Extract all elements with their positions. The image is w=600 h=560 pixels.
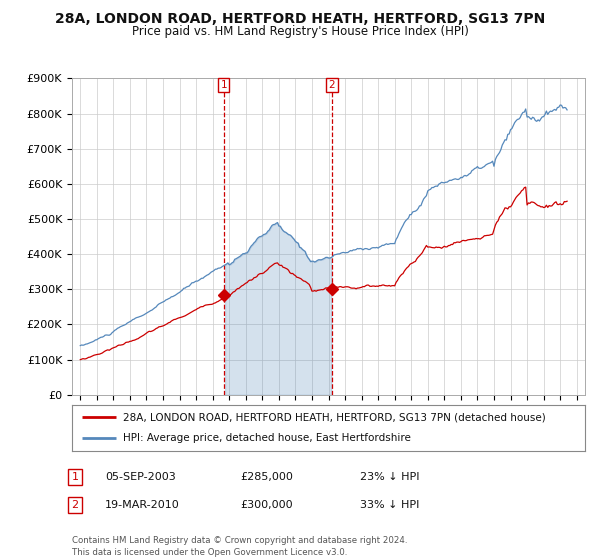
Text: 33% ↓ HPI: 33% ↓ HPI: [360, 500, 419, 510]
Text: 1: 1: [71, 472, 79, 482]
Text: Contains HM Land Registry data © Crown copyright and database right 2024.
This d: Contains HM Land Registry data © Crown c…: [72, 536, 407, 557]
Text: 23% ↓ HPI: 23% ↓ HPI: [360, 472, 419, 482]
Text: 28A, LONDON ROAD, HERTFORD HEATH, HERTFORD, SG13 7PN: 28A, LONDON ROAD, HERTFORD HEATH, HERTFO…: [55, 12, 545, 26]
Text: 05-SEP-2003: 05-SEP-2003: [105, 472, 176, 482]
Text: 28A, LONDON ROAD, HERTFORD HEATH, HERTFORD, SG13 7PN (detached house): 28A, LONDON ROAD, HERTFORD HEATH, HERTFO…: [124, 412, 546, 422]
Text: £285,000: £285,000: [240, 472, 293, 482]
Text: 1: 1: [220, 80, 227, 90]
Text: Price paid vs. HM Land Registry's House Price Index (HPI): Price paid vs. HM Land Registry's House …: [131, 25, 469, 38]
Text: 2: 2: [329, 80, 335, 90]
Text: 19-MAR-2010: 19-MAR-2010: [105, 500, 180, 510]
Text: £300,000: £300,000: [240, 500, 293, 510]
Text: 2: 2: [71, 500, 79, 510]
Text: HPI: Average price, detached house, East Hertfordshire: HPI: Average price, detached house, East…: [124, 433, 411, 444]
